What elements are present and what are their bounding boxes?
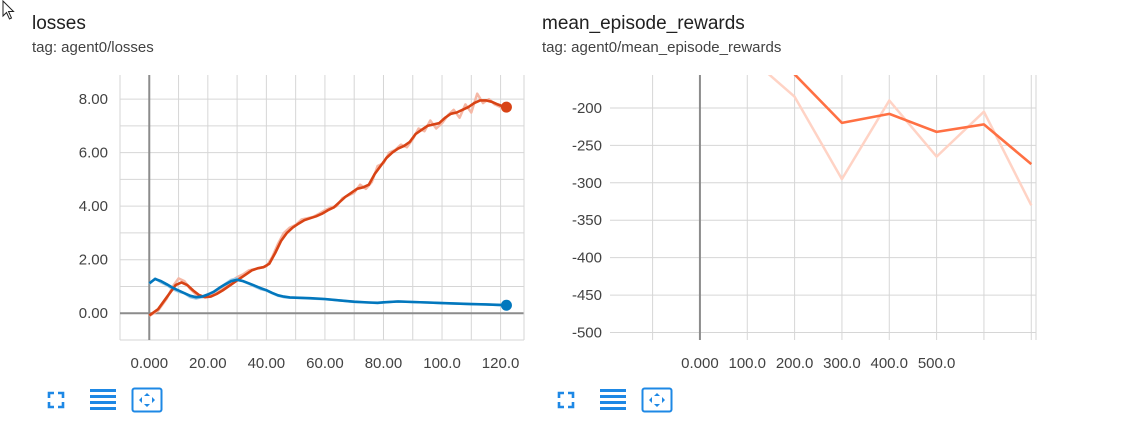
y-tick-label: -200 [572, 100, 602, 117]
x-tick-label: 400.0 [870, 355, 908, 372]
plot-area [767, 75, 1033, 206]
chart-toolbar [44, 386, 164, 414]
chart-card-losses: losses tag: agent0/losses 0.000 20.00 40.0… [0, 0, 545, 448]
y-tick-label: -500 [572, 325, 602, 342]
chart-toolbar [554, 386, 674, 414]
series-smoothed-line [148, 277, 507, 307]
chart-card-rewards: mean_episode_rewards tag: agent0/mean_ep… [510, 0, 1135, 448]
series-raw-line [148, 277, 507, 307]
series-end-marker [500, 299, 512, 311]
x-tick-label: 500.0 [918, 355, 956, 372]
x-tick-label: 20.00 [189, 355, 227, 372]
fit-domain-icon[interactable] [640, 386, 674, 414]
grid [119, 75, 524, 341]
y-tick-label: 0.00 [79, 305, 108, 322]
list-lines-icon[interactable] [88, 387, 118, 413]
fullscreen-icon[interactable] [44, 387, 68, 413]
series-raw-line [148, 92, 507, 317]
chart-title: mean_episode_rewards [542, 13, 745, 34]
chart-tag: tag: agent0/losses [32, 39, 154, 56]
x-tick-label: 80.00 [365, 355, 403, 372]
losses-chart[interactable]: 0.000 20.00 40.00 60.00 80.00 100.0 120.0 0.00 2… [0, 0, 545, 448]
fit-domain-icon[interactable] [130, 386, 164, 414]
y-tick-label: 6.00 [79, 145, 108, 162]
x-tick-label: 0.000 [131, 355, 169, 372]
list-lines-icon[interactable] [598, 387, 628, 413]
series-raw-line [767, 75, 1033, 206]
y-tick-label: 2.00 [79, 252, 108, 269]
x-tick-label: 200.0 [776, 355, 814, 372]
y-tick-label: -300 [572, 175, 602, 192]
x-tick-label: 100.0 [728, 355, 766, 372]
chart-title: losses [32, 13, 86, 34]
y-tick-label: -450 [572, 287, 602, 304]
series-smoothed-line [793, 75, 1033, 166]
rewards-chart[interactable]: 0.000 100.0 200.0 300.0 400.0 500.0 -200 -250 -3… [510, 0, 1135, 448]
y-tick-label: 8.00 [79, 91, 108, 108]
y-tick-label: -400 [572, 250, 602, 267]
arrow-cursor-icon [2, 0, 15, 20]
x-tick-label: 60.00 [306, 355, 344, 372]
x-tick-label: 120.0 [482, 355, 520, 372]
x-tick-label: 40.00 [248, 355, 286, 372]
x-tick-label: 100.0 [423, 355, 461, 372]
grid [610, 75, 1036, 340]
series-end-marker [500, 101, 512, 113]
x-tick-label: 0.000 [681, 355, 719, 372]
fullscreen-icon[interactable] [554, 387, 578, 413]
x-tick-label: 300.0 [823, 355, 861, 372]
y-tick-label: -250 [572, 137, 602, 154]
series-smoothed-line [148, 99, 507, 317]
y-tick-label: -350 [572, 212, 602, 229]
plot-area [148, 92, 507, 317]
y-tick-label: 4.00 [79, 198, 108, 215]
chart-tag: tag: agent0/mean_episode_rewards [542, 39, 782, 56]
